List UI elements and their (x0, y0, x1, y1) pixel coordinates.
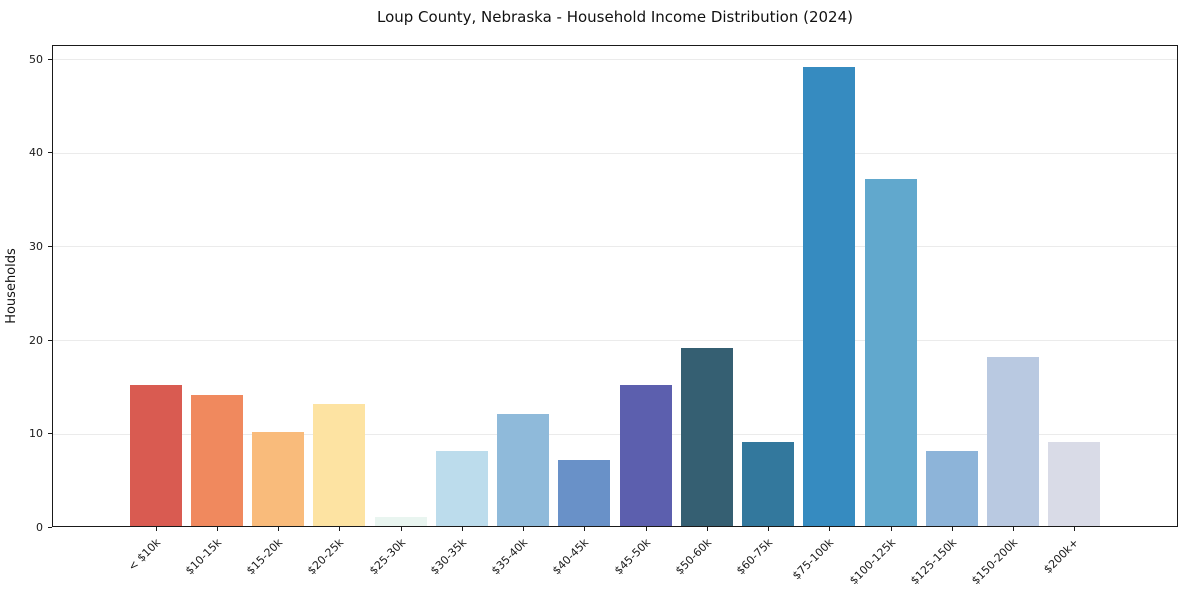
x-tick-mark (1013, 527, 1015, 531)
y-tick-label: 30 (29, 239, 43, 253)
bar (374, 516, 427, 526)
x-tick-mark (890, 527, 892, 531)
x-tick-mark (216, 527, 218, 531)
y-axis-label: Households (4, 248, 19, 324)
x-tick-mark (1074, 527, 1076, 531)
y-tick-label: 40 (29, 146, 43, 160)
bar (1048, 441, 1101, 526)
plot-area (52, 45, 1178, 527)
x-tick-mark (951, 527, 953, 531)
x-tick-label: < $10k (125, 536, 163, 574)
bar (497, 413, 550, 526)
gridline (53, 152, 1177, 154)
bar (619, 385, 672, 526)
bar (742, 441, 795, 526)
bar (190, 394, 243, 526)
y-tick-mark (48, 339, 52, 341)
y-tick-mark (48, 527, 52, 528)
x-tick-mark (645, 527, 647, 531)
chart-title: Loup County, Nebraska - Household Income… (376, 8, 853, 26)
gridline (53, 246, 1177, 248)
x-tick-mark (278, 527, 280, 531)
bar (803, 66, 856, 526)
y-tick-mark (48, 433, 52, 435)
x-tick-mark (400, 527, 402, 531)
bar (680, 348, 733, 526)
bar (925, 451, 978, 526)
y-tick-mark (48, 152, 52, 154)
x-tick-mark (339, 527, 341, 531)
bar (129, 385, 182, 526)
y-tick-mark (48, 58, 52, 60)
x-tick-mark (155, 527, 157, 531)
x-tick-mark (706, 527, 708, 531)
x-tick-mark (461, 527, 463, 531)
bar (558, 460, 611, 526)
bar (313, 404, 366, 526)
bar (252, 432, 305, 526)
x-tick-mark (523, 527, 525, 531)
y-tick-label: 50 (29, 52, 43, 66)
gridline (53, 340, 1177, 342)
x-tick-mark (584, 527, 586, 531)
y-tick-label: 20 (29, 333, 43, 347)
y-tick-mark (48, 245, 52, 247)
x-tick-mark (829, 527, 831, 531)
bar (987, 357, 1040, 526)
x-tick-mark (768, 527, 770, 531)
gridline (53, 59, 1177, 61)
gridline (53, 433, 1177, 435)
y-tick-label: 0 (36, 521, 43, 534)
bar (864, 179, 917, 526)
bar (435, 451, 488, 526)
y-tick-label: 10 (29, 427, 43, 441)
